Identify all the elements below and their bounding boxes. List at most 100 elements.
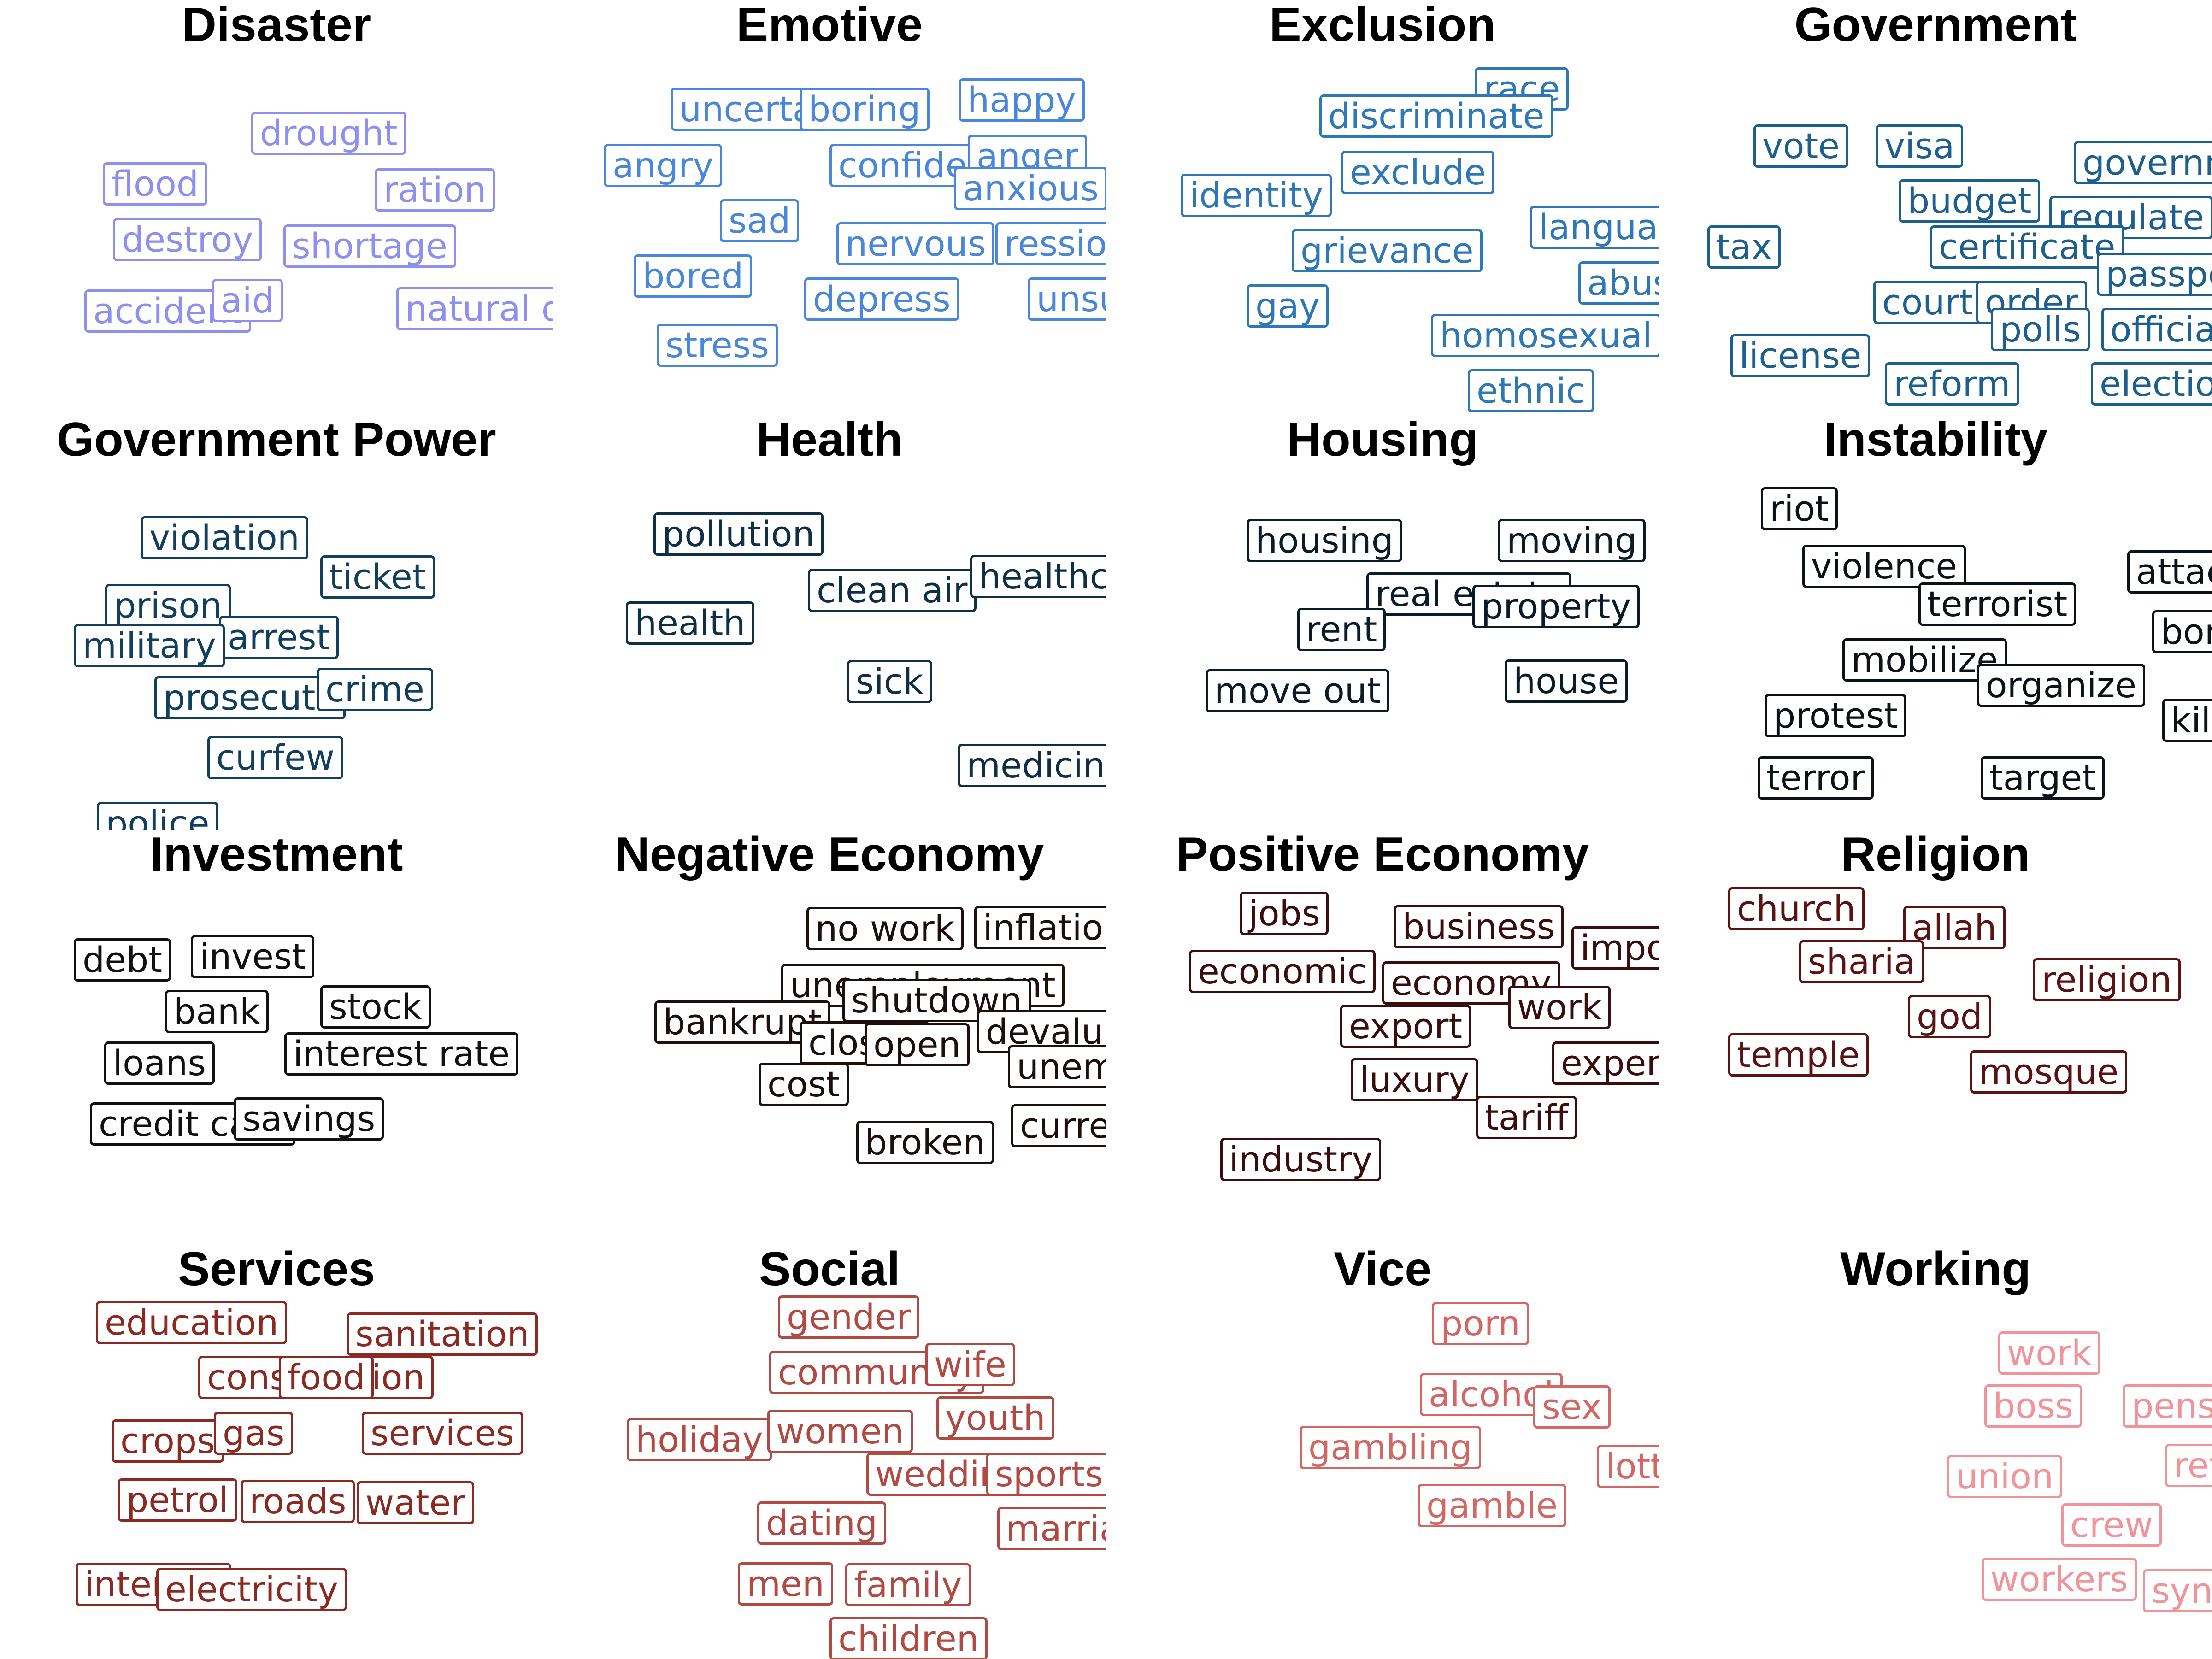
word-label: education [96,1301,288,1344]
word-label: allah [1903,906,2006,949]
word-label: exclude [1341,151,1495,194]
word-label: certificate [1930,225,2124,269]
word-label: marriage [997,1507,1106,1550]
word-label: wife [925,1343,1015,1386]
word-label: arrest [219,616,339,659]
word-label: aid [212,279,283,322]
word-label: shortage [283,224,456,268]
panel-working: Working work boss pension union retirecrew wor… [1659,1244,2212,1659]
word-label: military [74,624,225,667]
word-label: happy [959,78,1085,122]
word-label: bored [634,254,753,298]
word-label: reform [1885,362,2019,406]
word-label: target [1981,756,2105,800]
word-label: license [1730,334,1871,377]
word-label: bank [165,990,269,1033]
panel-housing: Housing housing moving real estate property r… [1106,415,1659,830]
word-label: attack [2127,550,2212,594]
word-label: expensive [1552,1041,1659,1085]
word-label: language [1530,206,1659,249]
word-label: depress [804,277,959,321]
word-label: destroy [113,218,262,261]
word-label: pension [2123,1384,2212,1428]
word-label: gambling [1300,1426,1481,1469]
word-label: unemploy [1008,1045,1106,1088]
word-label: sex [1533,1385,1611,1429]
word-label: luxury [1351,1058,1478,1101]
panel-title: Positive Economy [1176,830,1589,881]
word-label: men [738,1562,833,1606]
word-label: drought [251,112,406,155]
word-label: temple [1728,1033,1869,1077]
word-label: boss [1984,1384,2082,1428]
word-label: police [97,802,218,830]
panel-health: Health pollution clean airhealthcare health… [553,415,1106,830]
panel-title: Emotive [736,0,923,52]
word-label: health [626,601,754,645]
panel-title: Disaster [182,0,371,52]
panel-title: Vice [1333,1244,1432,1296]
word-label: inflation [974,906,1106,949]
word-label: workers [1982,1558,2137,1601]
word-label: unsure [1028,277,1106,321]
word-label: government [2074,141,2212,184]
word-label: ticket [320,555,435,599]
word-label: house [1505,659,1628,703]
word-label: loans [104,1041,215,1085]
word-label: natural disaster [396,287,553,330]
word-label: gender [778,1295,920,1339]
word-label: violence [1802,545,1966,588]
panel-negative-economy: Negative Economy no workinflation unemploy… [553,830,1106,1244]
word-label: gas [214,1412,294,1455]
word-label: crew [2061,1503,2162,1547]
word-label: food [279,1356,374,1399]
word-label: prison [105,584,231,627]
word-label: moving [1498,519,1646,562]
panel-exclusion: Exclusion race discriminate exclude identity… [1106,0,1659,415]
word-label: discriminate [1319,94,1553,138]
word-label: industry [1220,1138,1382,1181]
word-label: homosexual [1431,314,1659,357]
word-label: union [1947,1455,2063,1498]
word-label: currency [1011,1104,1106,1147]
panel-services: Serviceseducationsanitationconstructionf… [0,1244,553,1659]
word-label: electricity [156,1568,347,1611]
word-label: polls [1991,308,2090,351]
word-label: prosecute [154,676,346,719]
word-label: property [1472,585,1640,628]
panel-government: Governmentvotevisagovernmentbudgetregula… [1659,0,2212,415]
word-label: flood [103,162,208,206]
word-label: porn [1432,1302,1529,1345]
word-label: import [1571,926,1659,970]
word-label: religion [2033,958,2181,1001]
panel-disaster: Disaster drought flood ration destroy shortag… [0,0,553,415]
panel-title: Services [178,1244,375,1296]
word-label: ration [375,168,495,212]
panel-positive-economy: Positive Economy jobs businessimport econom… [1106,830,1659,1244]
word-label: curfew [207,736,343,779]
panel-title: Working [1840,1244,2031,1296]
word-label: organize [1977,664,2146,707]
word-label: abuse [1578,261,1659,305]
word-label: economic [1189,950,1376,993]
word-label: god [1908,995,1991,1038]
panel-social: Social gender community wife youth holiday wom… [553,1244,1106,1659]
word-label: medicine [958,744,1106,787]
word-label: gamble [1418,1484,1566,1527]
word-label: work [1508,986,1611,1029]
word-label: rent [1297,608,1386,651]
word-label: invest [191,935,315,978]
word-label: sports [986,1453,1106,1496]
panel-instability: Instability riot violence attack terrorist bo… [1659,415,2212,830]
word-label: stock [320,985,431,1029]
word-label: sanitation [347,1312,538,1356]
word-label: sick [847,660,932,703]
word-label: lottery [1597,1445,1659,1488]
word-label: savings [234,1097,384,1141]
word-label: crime [317,668,433,711]
word-label: protest [1765,694,1907,737]
word-label: move out [1206,669,1389,712]
word-label: court [1873,281,1982,324]
word-label: bombing [2152,610,2212,653]
